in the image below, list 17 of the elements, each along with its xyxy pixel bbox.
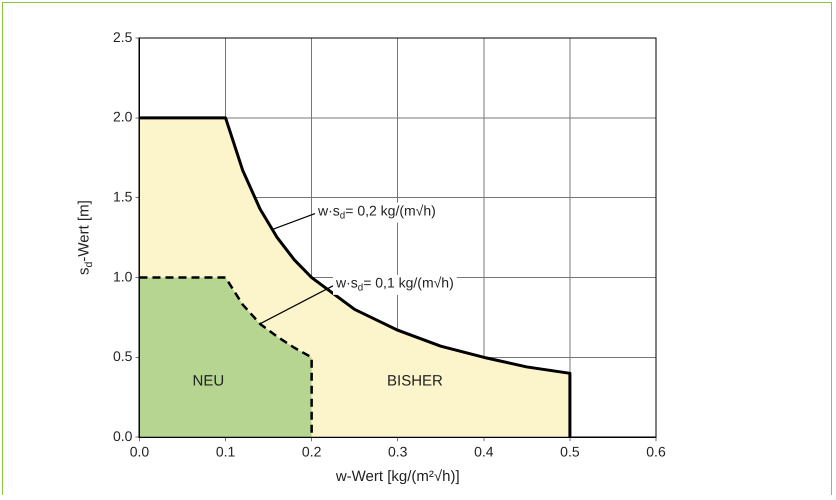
x-tick-label: 0.1: [216, 443, 236, 460]
x-axis-title: w-Wert [kg/(m²√h)]: [334, 468, 460, 486]
y-tick-label: 0.0: [112, 428, 133, 444]
y-tick-label: 1.0: [112, 268, 133, 284]
y-tick-label: 1.5: [112, 188, 133, 205]
y-tick-label: 0.5: [112, 348, 133, 364]
x-tick-label: 0.6: [646, 443, 666, 460]
x-tick-label: 0.2: [302, 443, 322, 460]
series-label: NEU: [192, 372, 224, 390]
x-tick-label: 0.0: [130, 443, 150, 460]
y-axis-title: sd-Wert [m]: [76, 200, 95, 275]
x-tick-label: 0.5: [560, 443, 580, 460]
y-tick-label: 2.0: [112, 108, 133, 125]
y-tick-label: 2.5: [112, 28, 133, 45]
series-label: BISHER: [387, 372, 444, 390]
x-tick-label: 0.3: [388, 443, 408, 460]
x-tick-label: 0.4: [474, 443, 494, 460]
